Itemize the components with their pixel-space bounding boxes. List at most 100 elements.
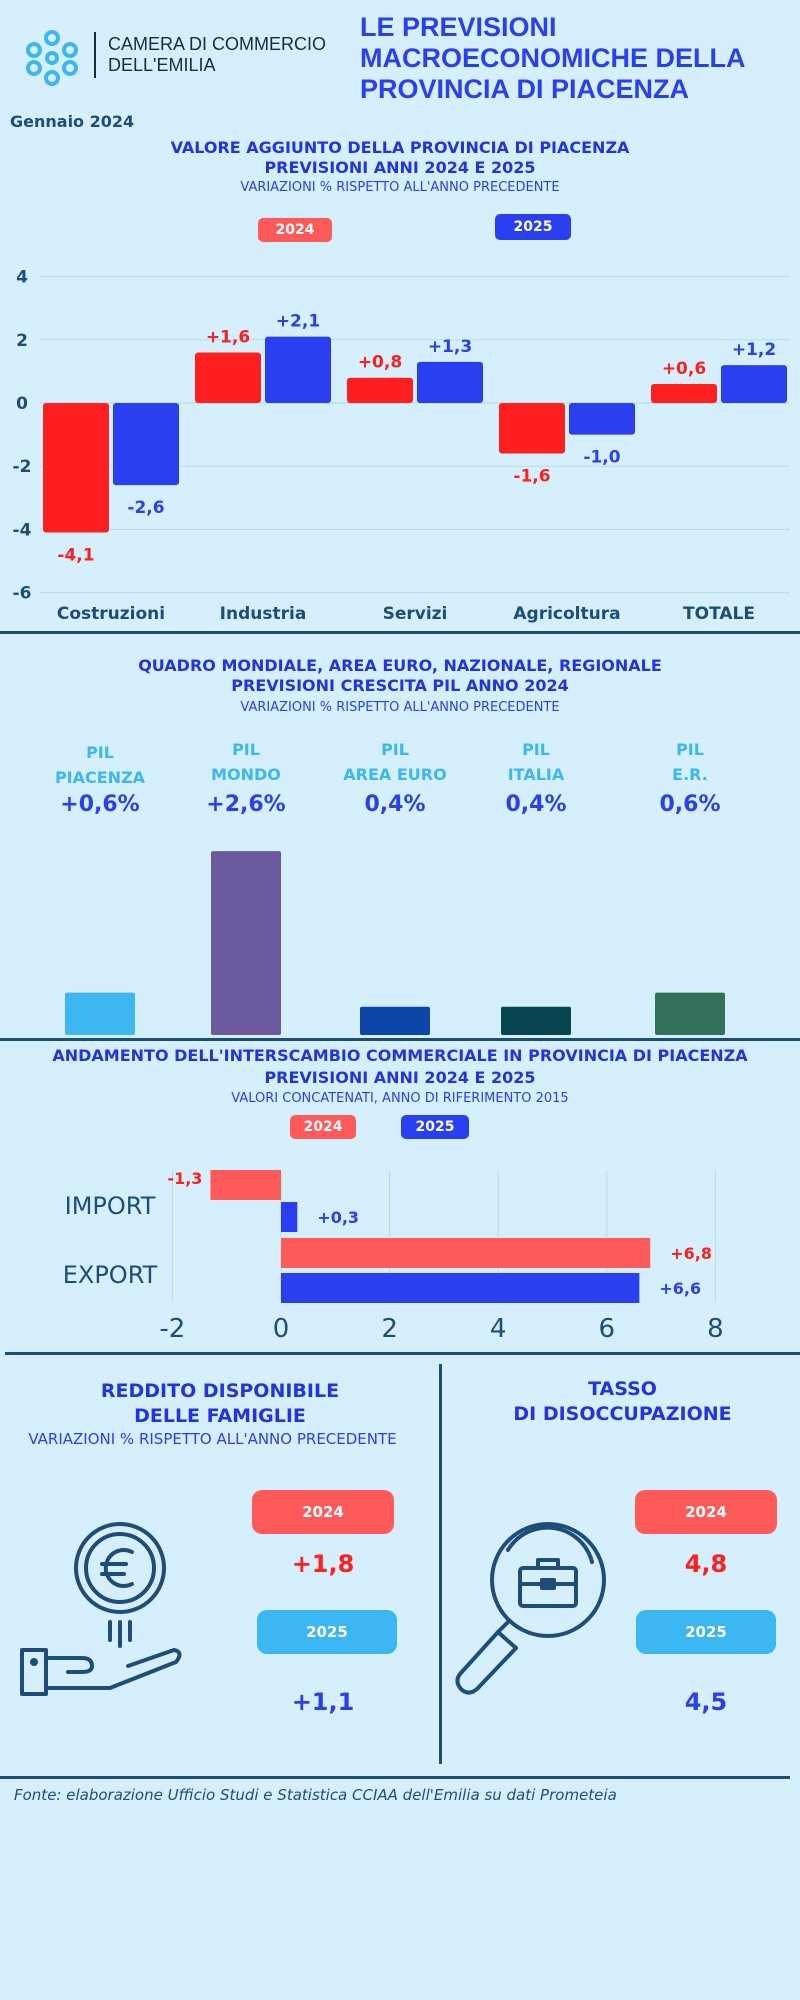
y-category-label: EXPORT bbox=[63, 1261, 158, 1289]
x-category-label: Costruzioni bbox=[57, 604, 165, 624]
pil-category-label: PIL PIACENZA bbox=[30, 740, 170, 790]
logo-divider bbox=[94, 32, 96, 78]
pil-bar bbox=[65, 992, 135, 1035]
bar-2024 bbox=[281, 1238, 651, 1268]
pil-label-line2: ITALIA bbox=[507, 765, 565, 784]
pil-value-label: 0,4% bbox=[505, 792, 567, 817]
unemployment-title-1: TASSO bbox=[588, 1378, 657, 1400]
pil-label-line1: PIL bbox=[381, 740, 409, 759]
x-tick-label: 6 bbox=[599, 1314, 616, 1344]
source-note: Fonte: elaborazione Ufficio Studi e Stat… bbox=[14, 1786, 617, 1804]
trade-legend-2025: 2025 bbox=[401, 1115, 469, 1139]
title-line-2: MACROECONOMICHE DELLA bbox=[360, 43, 746, 73]
trade-chart: -2 0 2 4 6 8 IMPORT -1,3 +0,3 EXPORT +6,8 +6,6 bbox=[63, 1169, 724, 1344]
separator-3 bbox=[5, 1352, 800, 1355]
bar-2025 bbox=[569, 403, 635, 435]
chart3-subtitle: VALORI CONCATENATI, ANNO DI RIFERIMENTO … bbox=[231, 1091, 569, 1106]
x-category-label: Industria bbox=[220, 604, 307, 624]
bar-value-label: +6,8 bbox=[670, 1244, 712, 1263]
chart2-title-1: QUADRO MONDIALE, AREA EURO, NAZIONALE, R… bbox=[138, 656, 662, 675]
income-value-2025: +1,1 bbox=[291, 1688, 355, 1716]
pil-label-line2: E.R. bbox=[672, 765, 708, 784]
x-tick-label: 4 bbox=[490, 1314, 507, 1344]
income-title-2: DELLE FAMIGLIE bbox=[134, 1405, 306, 1427]
bar-2025 bbox=[721, 365, 787, 403]
bar-2025 bbox=[265, 336, 331, 403]
pil-value-label: +2,6% bbox=[206, 792, 286, 817]
separator-4 bbox=[0, 1776, 790, 1779]
logo-icon bbox=[26, 30, 78, 86]
chart1-subtitle: VARIAZIONI % RISPETTO ALL'ANNO PRECEDENT… bbox=[240, 180, 560, 195]
separator-2 bbox=[0, 1038, 800, 1041]
chart2-subtitle: VARIAZIONI % RISPETTO ALL'ANNO PRECEDENT… bbox=[240, 700, 560, 715]
y-tick-label: 4 bbox=[16, 268, 28, 288]
chart1-title-1: VALORE AGGIUNTO DELLA PROVINCIA DI PIACE… bbox=[170, 138, 630, 157]
legend-2024: 2024 bbox=[258, 218, 332, 242]
bar-value-label: +0,8 bbox=[358, 353, 402, 373]
income-title: REDDITO DISPONIBILE DELLE FAMIGLIE bbox=[0, 1379, 440, 1429]
unemployment-year-2024: 2024 bbox=[635, 1490, 777, 1534]
bar-value-label: +2,1 bbox=[276, 312, 320, 332]
income-value-2024: +1,8 bbox=[291, 1550, 355, 1578]
bar-value-label: +6,6 bbox=[659, 1279, 701, 1298]
pil-bar bbox=[360, 1006, 430, 1035]
bar-value-label: -1,3 bbox=[167, 1169, 202, 1188]
x-category-label: TOTALE bbox=[683, 604, 755, 624]
trade-legend-2024: 2024 bbox=[290, 1115, 356, 1139]
title-line-1: LE PREVISIONI bbox=[360, 12, 557, 42]
bar-value-label: +1,2 bbox=[732, 340, 776, 360]
chart3-title-2: PREVISIONI ANNI 2024 E 2025 bbox=[264, 1068, 536, 1087]
legend-2025: 2025 bbox=[495, 214, 571, 240]
pil-label-line2: AREA EURO bbox=[343, 765, 447, 784]
bar-value-label: -1,0 bbox=[583, 448, 620, 468]
bar-value-label: -1,6 bbox=[513, 467, 550, 487]
pil-label-line1: PIL bbox=[232, 740, 260, 759]
bar-2025 bbox=[281, 1273, 640, 1303]
date-label: Gennaio 2024 bbox=[10, 112, 135, 131]
unemployment-year-2025: 2025 bbox=[636, 1610, 776, 1654]
pil-value-label: 0,6% bbox=[659, 792, 721, 817]
bar-2024 bbox=[651, 384, 717, 403]
euro-hand-icon bbox=[20, 1522, 182, 1696]
bar-value-label: +0,3 bbox=[317, 1208, 359, 1227]
unemployment-value-2024: 4,8 bbox=[684, 1550, 728, 1578]
y-category-label: IMPORT bbox=[65, 1192, 156, 1220]
bar-2024 bbox=[499, 403, 565, 454]
chart1-title-2: PREVISIONI ANNI 2024 E 2025 bbox=[264, 158, 536, 177]
y-tick-label: 0 bbox=[16, 394, 28, 414]
pil-label-line1: PIL bbox=[86, 743, 114, 762]
separator-1 bbox=[0, 631, 800, 634]
bar-value-label: +0,6 bbox=[662, 359, 706, 379]
title-line-3: PROVINCIA DI PIACENZA bbox=[360, 74, 690, 104]
pil-label-line1: PIL bbox=[522, 740, 550, 759]
chart2-title-2: PREVISIONI CRESCITA PIL ANNO 2024 bbox=[231, 676, 569, 695]
pil-bar bbox=[501, 1006, 571, 1035]
magnifier-briefcase-icon bbox=[455, 1522, 606, 1695]
x-tick-label: -2 bbox=[159, 1314, 185, 1344]
unemployment-title-2: DI DISOCCUPAZIONE bbox=[513, 1403, 732, 1425]
pil-category-label: PIL ITALIA bbox=[466, 737, 606, 787]
unemployment-value-2025: 4,5 bbox=[684, 1688, 728, 1716]
y-tick-label: -2 bbox=[13, 457, 32, 477]
pil-bar bbox=[211, 851, 281, 1035]
y-tick-label: 2 bbox=[16, 331, 28, 351]
x-tick-label: 2 bbox=[381, 1314, 398, 1344]
income-title-1: REDDITO DISPONIBILE bbox=[100, 1380, 340, 1402]
income-year-2024: 2024 bbox=[252, 1490, 394, 1534]
pil-category-label: PIL MONDO bbox=[176, 737, 316, 787]
pil-chart bbox=[65, 851, 725, 1035]
bar-2025 bbox=[281, 1202, 298, 1232]
bar-2025 bbox=[417, 361, 483, 403]
y-tick-label: -4 bbox=[13, 520, 32, 540]
pil-category-label: PIL E.R. bbox=[620, 737, 760, 787]
logo-text: CAMERA DI COMMERCIO DELL'EMILIA bbox=[108, 34, 326, 76]
page-title: LE PREVISIONI MACROECONOMICHE DELLA PROV… bbox=[360, 12, 746, 105]
x-tick-label: 8 bbox=[707, 1314, 724, 1344]
bar-2024 bbox=[210, 1170, 281, 1200]
bar-2024 bbox=[195, 352, 261, 403]
bar-value-label: +1,3 bbox=[428, 337, 472, 357]
vertical-divider bbox=[439, 1364, 442, 1764]
bar-2024 bbox=[43, 403, 109, 533]
unemployment-title: TASSO DI DISOCCUPAZIONE bbox=[445, 1377, 800, 1427]
logo-line-2: DELL'EMILIA bbox=[108, 55, 216, 75]
